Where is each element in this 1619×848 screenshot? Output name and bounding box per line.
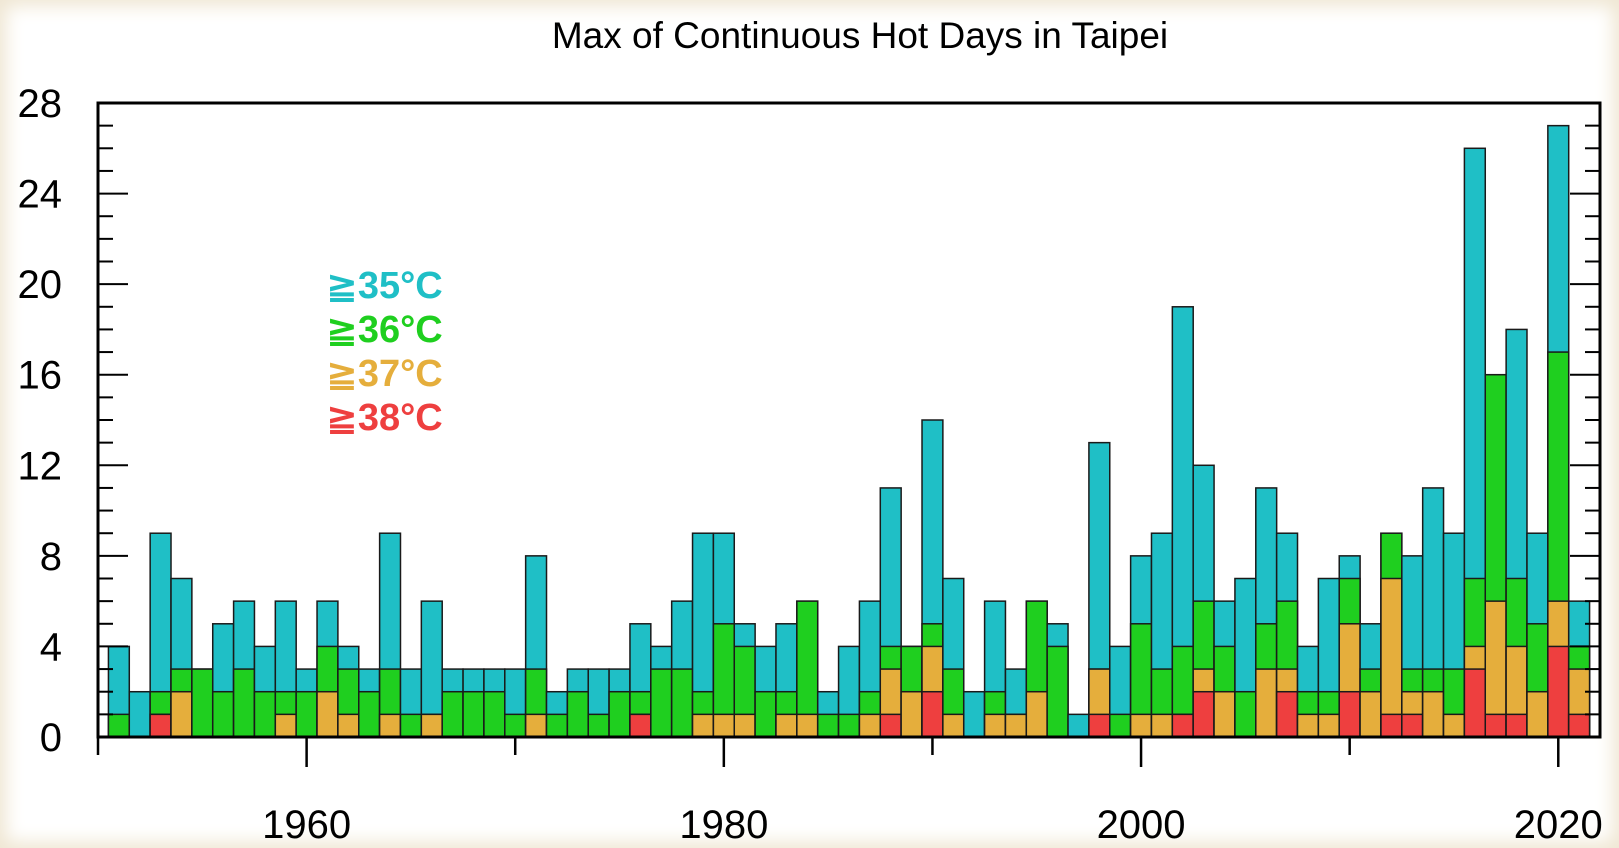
bar-1977-series-1: [650, 668, 673, 738]
bar-1961-series-2: [316, 690, 339, 738]
bar-1966-series-2: [420, 713, 443, 738]
x-tick-label: 2000: [1097, 803, 1186, 847]
bar-1994-series-2: [1004, 713, 1028, 738]
bar-1995-series-2: [1025, 690, 1048, 738]
bar-1985-series-1: [816, 713, 840, 738]
axes-layer: 0 4 8 12 16 20 24 28 1960 1980 2000 2020: [18, 82, 1603, 847]
bar-1956-series-1: [211, 690, 235, 738]
bar-1960-series-1: [295, 690, 318, 738]
bar-1978-series-1: [670, 668, 694, 738]
bar-2015-series-2: [1442, 713, 1466, 738]
bar-2011-series-2: [1359, 690, 1382, 738]
bar-1993-series-2: [983, 713, 1007, 738]
bar-2003-series-3: [1192, 690, 1215, 738]
bar-2001-series-2: [1150, 713, 1174, 738]
y-tick-label: 4: [40, 625, 62, 669]
bar-1952-series-0: [128, 690, 151, 738]
y-tick-label: 8: [40, 535, 62, 579]
y-tick-label: 20: [18, 263, 63, 307]
bar-1992-series-0: [962, 690, 986, 738]
bar-1998-series-3: [1088, 713, 1111, 738]
bar-1996-series-1: [1046, 645, 1069, 738]
bar-1965-series-1: [399, 713, 423, 738]
legend-entry-1: ≧36°C: [326, 309, 443, 351]
bar-2000-series-2: [1129, 713, 1153, 738]
bar-1983-series-2: [775, 713, 798, 738]
bar-1971-series-2: [524, 713, 548, 738]
bar-1959-series-2: [274, 713, 297, 738]
bar-2018-series-3: [1505, 713, 1528, 738]
bar-2005-series-1: [1234, 690, 1257, 738]
bar-1984-series-2: [796, 713, 819, 738]
bar-1962-series-2: [337, 713, 360, 738]
bar-1980-series-2: [712, 713, 736, 738]
bar-1989-series-2: [900, 690, 923, 738]
x-tick-label: 1960: [262, 803, 351, 847]
bar-1953-series-3: [149, 713, 172, 738]
bar-1986-series-1: [837, 713, 861, 738]
bar-2007-series-3: [1275, 690, 1299, 738]
bar-1987-series-2: [858, 713, 882, 738]
bar-2014-series-2: [1421, 690, 1445, 738]
bar-1981-series-2: [733, 713, 756, 738]
legend: ≧35°C≧36°C≧37°C≧38°C: [326, 265, 443, 439]
x-tick-label: 1980: [679, 803, 768, 847]
bar-1968-series-1: [462, 690, 485, 738]
legend-entry-3: ≧38°C: [326, 397, 443, 439]
legend-entry-0: ≧35°C: [326, 265, 443, 307]
bar-2008-series-2: [1296, 713, 1320, 738]
bar-1972-series-1: [545, 713, 569, 738]
bar-2013-series-3: [1401, 713, 1424, 738]
bar-2021-series-3: [1567, 713, 1591, 738]
bar-1990-series-3: [921, 690, 944, 738]
legend-entry-2: ≧37°C: [326, 353, 443, 395]
bar-1997-series-0: [1067, 713, 1090, 738]
bar-1954-series-2: [170, 690, 193, 738]
bar-1999-series-1: [1109, 713, 1132, 738]
bar-2020-series-3: [1547, 645, 1570, 738]
bar-1970-series-1: [504, 713, 527, 738]
bar-1951-series-1: [107, 713, 131, 738]
bar-1988-series-3: [879, 713, 902, 738]
bar-2002-series-3: [1171, 713, 1194, 738]
bar-2004-series-2: [1213, 690, 1236, 738]
bar-2009-series-2: [1317, 713, 1340, 738]
y-tick-label: 0: [40, 716, 62, 760]
bar-1957-series-1: [232, 668, 256, 738]
x-tick-label: 2020: [1514, 803, 1603, 847]
bar-2012-series-3: [1380, 713, 1403, 738]
bar-1991-series-2: [942, 713, 965, 738]
bar-2016-series-3: [1463, 668, 1487, 738]
bar-2010-series-3: [1338, 690, 1361, 738]
bar-1974-series-1: [587, 713, 610, 738]
bar-2012-series-2: [1380, 577, 1403, 738]
bar-1969-series-1: [483, 690, 506, 738]
bar-1964-series-2: [378, 713, 402, 738]
bar-2017-series-3: [1484, 713, 1507, 738]
bar-1967-series-1: [441, 690, 464, 738]
bar-1976-series-3: [629, 713, 652, 738]
y-tick-label: 12: [18, 444, 63, 488]
bar-1963-series-1: [358, 690, 381, 738]
bar-1955-series-1: [191, 668, 214, 738]
bar-1975-series-1: [608, 690, 631, 738]
y-tick-label: 28: [18, 82, 63, 126]
bar-2019-series-2: [1526, 690, 1549, 738]
y-tick-label: 24: [18, 173, 63, 217]
bar-1982-series-1: [754, 690, 777, 738]
bar-1979-series-2: [691, 713, 715, 738]
chart-title: Max of Continuous Hot Days in Taipei: [552, 15, 1168, 56]
y-tick-label: 16: [18, 354, 63, 398]
bar-1958-series-1: [253, 690, 277, 738]
bar-1973-series-1: [566, 690, 589, 738]
bar-2006-series-2: [1255, 668, 1278, 738]
